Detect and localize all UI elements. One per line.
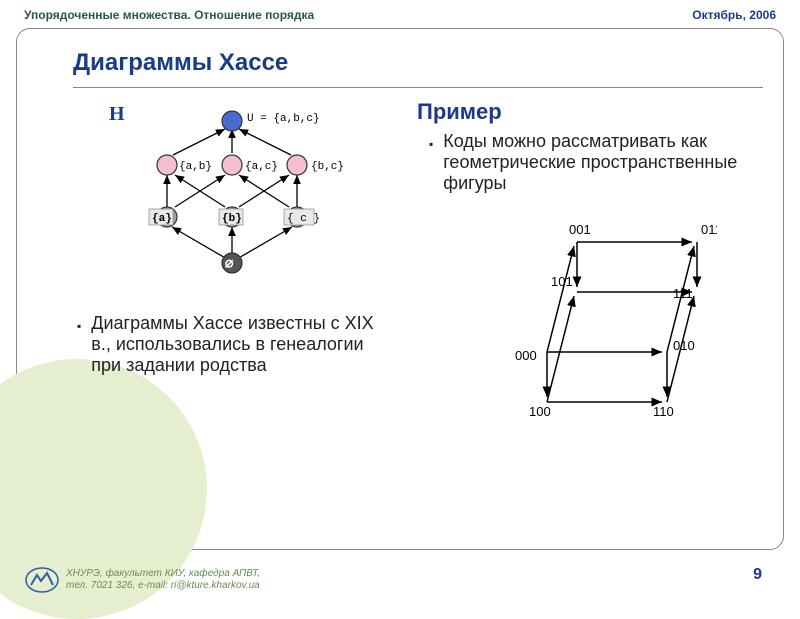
slide-frame: Диаграммы Хассе H	[16, 28, 784, 550]
left-bullet: ▪ Диаграммы Хассе известны с XIX в., исп…	[57, 313, 397, 376]
hasse-label-c: { c }	[287, 213, 320, 225]
right-text: Коды можно рассматривать как геометричес…	[443, 131, 757, 194]
cube-label-001: 001	[569, 222, 591, 237]
hasse-diagram: U = {a,b,c} {a,b} {a,c} {b,c} {a} {b} { …	[117, 99, 397, 289]
title-rule	[73, 87, 763, 88]
cube-label-111: 111	[673, 286, 693, 301]
cube-label-110: 110	[653, 404, 674, 419]
cube-label-000: 000	[515, 348, 537, 363]
cube-diagram: 001 011 101 111 000 010 100 110	[477, 212, 717, 422]
right-column: Пример ▪ Коды можно рассматривать как ге…	[417, 99, 757, 427]
left-text: Диаграммы Хассе известны с XIX в., испол…	[91, 313, 397, 376]
slide-title: Диаграммы Хассе	[73, 49, 288, 77]
footer-line1: ХНУРЭ, факультет КИУ, кафедра АПВТ,	[66, 568, 260, 580]
page-number: 9	[753, 566, 762, 584]
hasse-label-ac: {a,c}	[245, 161, 278, 173]
footer-line2: тел. 7021 326, e-mail: ri@kture.kharkov.…	[66, 580, 260, 592]
bullet-icon: ▪	[429, 137, 433, 151]
hasse-label-ab: {a,b}	[179, 161, 212, 173]
header-topic: Упорядоченные множества. Отношение поряд…	[24, 8, 314, 22]
cube-label-101: 101	[551, 274, 573, 289]
header-date: Октябрь, 2006	[692, 8, 776, 22]
hasse-label-empty: ∅	[225, 257, 234, 273]
cube-label-100: 100	[529, 404, 551, 419]
h-label: H	[109, 103, 125, 126]
left-column: H	[57, 99, 397, 376]
logo-icon	[24, 566, 60, 594]
hasse-label-top: U = {a,b,c}	[247, 113, 320, 125]
footer: ХНУРЭ, факультет КИУ, кафедра АПВТ, тел.…	[0, 566, 800, 594]
hasse-label-bc: {b,c}	[311, 161, 344, 173]
cube-label-010: 010	[673, 338, 695, 353]
example-title: Пример	[417, 99, 757, 125]
hasse-label-a: {a}	[152, 213, 172, 225]
cube-label-011: 011	[701, 222, 717, 237]
hasse-label-b: {b}	[222, 213, 242, 225]
right-bullet: ▪ Коды можно рассматривать как геометрич…	[417, 131, 757, 194]
bullet-icon: ▪	[77, 319, 81, 333]
